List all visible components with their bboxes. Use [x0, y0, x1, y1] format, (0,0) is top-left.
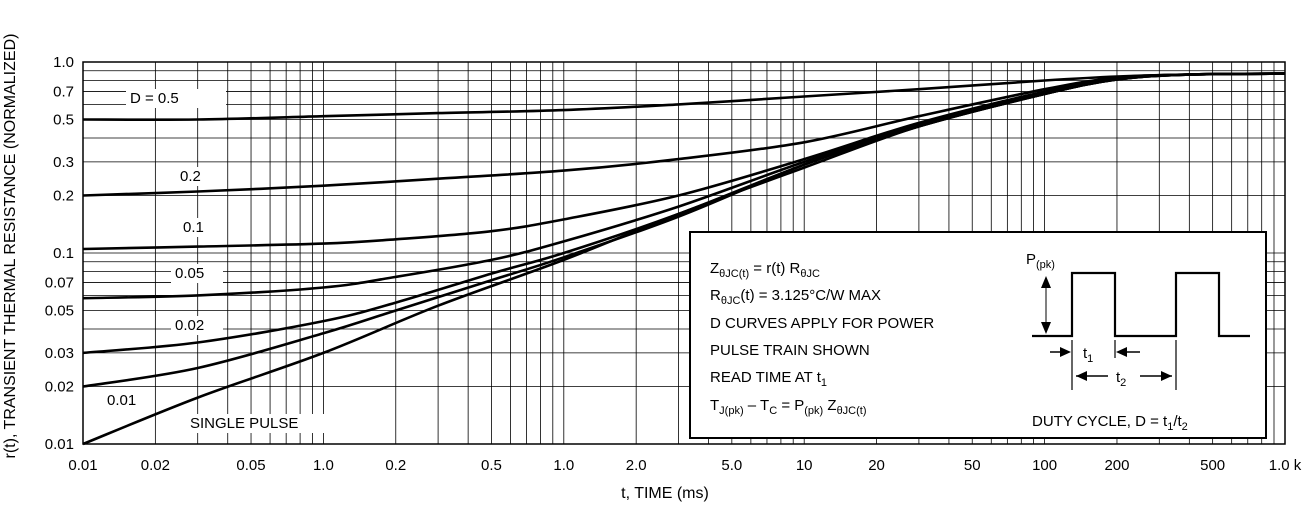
- curve-label: SINGLE PULSE: [190, 415, 298, 432]
- text-run: READ TIME AT t: [710, 369, 822, 386]
- annotation-line: PULSE TRAIN SHOWN: [710, 342, 870, 359]
- t2-label: t2: [1116, 369, 1126, 389]
- curve-label: 0.05: [175, 265, 204, 282]
- annotation-line: RθJC(t) = 3.125°C/W MAX: [710, 287, 881, 307]
- x-tick-label: 20: [868, 457, 885, 474]
- series-line-2: [82, 72, 1286, 251]
- subscript: θJC(t): [719, 268, 749, 280]
- text-run: = P: [777, 397, 804, 414]
- y-tick-label: 0.01: [45, 436, 74, 453]
- annotation-line: TJ(pk) – TC = P(pk) ZθJC(t): [710, 397, 867, 417]
- y-tick-label: 0.07: [45, 275, 74, 292]
- subscript: 1: [1087, 353, 1093, 365]
- x-tick-label: 0.01: [68, 457, 97, 474]
- curve-label-bg: [171, 264, 223, 283]
- curve-label-bg: [126, 89, 226, 108]
- subscript: θJC: [800, 268, 820, 280]
- subscript: C: [769, 405, 777, 417]
- subscript: 2: [1120, 377, 1126, 389]
- subscript: 1: [821, 377, 827, 389]
- subscript: 2: [1182, 421, 1188, 433]
- x-tick-label: 0.2: [385, 457, 406, 474]
- x-tick-label: 0.02: [141, 457, 170, 474]
- x-tick-label: 10: [796, 457, 813, 474]
- curve-label-bg: [176, 167, 224, 186]
- subscript: θJC: [721, 295, 741, 307]
- curve-label-bg: [186, 414, 324, 433]
- curve-label: 0.1: [183, 219, 204, 236]
- annotation-line: D CURVES APPLY FOR POWER: [710, 315, 934, 332]
- ppk-label: P(pk): [1026, 251, 1055, 271]
- y-tick-label: 0.3: [53, 154, 74, 171]
- x-tick-label: 0.05: [236, 457, 265, 474]
- text-run: /t: [1173, 413, 1182, 430]
- text-run: T: [710, 397, 719, 414]
- x-tick-label: 1.0 k: [1269, 457, 1302, 474]
- text-run: DUTY CYCLE, D = t: [1032, 413, 1168, 430]
- subscript: (pk): [1036, 259, 1055, 271]
- duty-cycle-label: DUTY CYCLE, D = t1/t2: [1032, 413, 1188, 433]
- curve-label-bg: [179, 218, 225, 237]
- t2-arrowhead-right: [1161, 371, 1172, 381]
- annotation-line: READ TIME AT t1: [710, 369, 827, 389]
- y-tick-label: 1.0: [53, 54, 74, 71]
- text-run: D CURVES APPLY FOR POWER: [710, 315, 934, 332]
- curve-label: 0.02: [175, 317, 204, 334]
- x-tick-label: 1.0: [553, 457, 574, 474]
- text-run: – T: [744, 397, 770, 414]
- curve-label-bg: [171, 316, 223, 335]
- subscript: 1: [1167, 421, 1173, 433]
- text-run: (t) = 3.125°C/W MAX: [740, 287, 881, 304]
- y-tick-label: 0.1: [53, 245, 74, 262]
- t1-arrowhead-right: [1116, 347, 1127, 357]
- x-tick-label: 2.0: [626, 457, 647, 474]
- ppk-arrowhead-up: [1041, 276, 1051, 288]
- curve-label: 0.01: [107, 392, 136, 409]
- x-tick-label: 50: [964, 457, 981, 474]
- text-run: t: [1083, 345, 1088, 362]
- curve-labels: D = 0.5 0.2 0.1 0.05 0.02 0.01 SINGLE PULSE: [107, 90, 298, 432]
- annotation-line: ZθJC(t) = r(t) RθJC: [710, 260, 820, 280]
- series-line-6: [82, 72, 1286, 446]
- x-axis-title: t, TIME (ms): [621, 485, 709, 502]
- x-tick-label: 0.5: [481, 457, 502, 474]
- x-tick-label: 5.0: [721, 457, 742, 474]
- curves: [82, 72, 1286, 446]
- x-tick-label: 100: [1032, 457, 1057, 474]
- y-tick-label: 0.5: [53, 111, 74, 128]
- text-run: PULSE TRAIN SHOWN: [710, 342, 870, 359]
- text-run: Z: [710, 260, 719, 277]
- x-tick-label: 500: [1200, 457, 1225, 474]
- text-run: = r(t) R: [749, 260, 800, 277]
- y-tick-label: 0.2: [53, 188, 74, 205]
- x-tick-label: 1.0: [313, 457, 334, 474]
- y-tick-label: 0.7: [53, 84, 74, 101]
- curve-label-bg: [103, 391, 149, 410]
- y-tick-label: 0.03: [45, 345, 74, 362]
- t1-arrowhead-left: [1060, 347, 1071, 357]
- subscript: J(pk): [719, 405, 743, 417]
- ppk-arrowhead-down: [1041, 322, 1051, 334]
- text-run: P: [1026, 251, 1036, 268]
- y-axis-title: r(t), TRANSIENT THERMAL RESISTANCE (NORM…: [2, 34, 19, 459]
- curve-label: 0.2: [180, 168, 201, 185]
- text-run: R: [710, 287, 721, 304]
- pulse-waveform: [1032, 271, 1250, 338]
- plot-frame: [82, 61, 1286, 445]
- y-tick-label: 0.02: [45, 379, 74, 396]
- tick-labels: 0.01 0.02 0.05 1.0 0.2 0.5 1.0 2.0 5.0 10 20 50 100 2…: [45, 54, 1302, 474]
- t2-arrowhead-left: [1076, 371, 1087, 381]
- subscript: θJC(t): [837, 405, 867, 417]
- curve-label: D = 0.5: [130, 90, 179, 107]
- text-run: t: [1116, 369, 1121, 386]
- x-tick-label: 200: [1104, 457, 1129, 474]
- t1-label: t1: [1083, 345, 1093, 365]
- subscript: (pk): [804, 405, 823, 417]
- y-tick-label: 0.05: [45, 302, 74, 319]
- text-run: Z: [823, 397, 836, 414]
